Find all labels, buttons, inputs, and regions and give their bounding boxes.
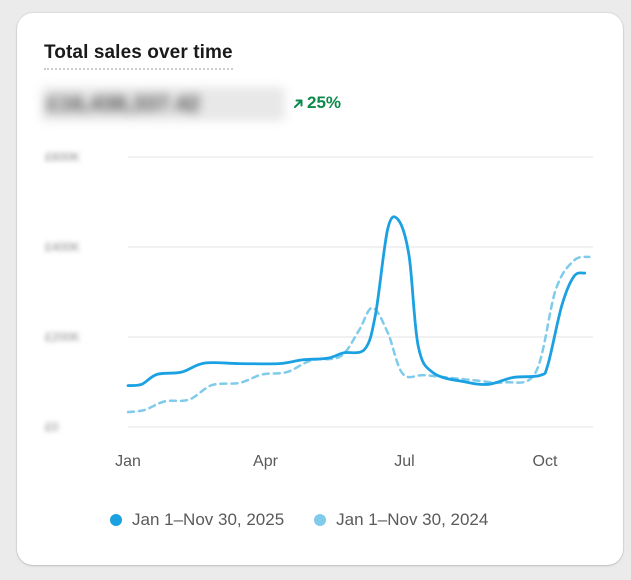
y-tick-label: £0: [45, 420, 59, 434]
total-sales-value: £16,438,337.42: [41, 87, 285, 121]
x-tick-label: Apr: [253, 453, 279, 470]
line-chart: £0 £200K £400K £600K Jan Apr Jul Oct: [45, 150, 593, 470]
chart-legend: Jan 1–Nov 30, 2025 Jan 1–Nov 30, 2024: [110, 510, 518, 530]
arrow-up-right-icon: [293, 98, 304, 109]
change-percent: 25%: [307, 93, 342, 112]
x-tick-label: Jan: [115, 453, 141, 470]
legend-dot-2024: [314, 514, 327, 526]
legend-dot-2025: [110, 514, 122, 526]
card-title[interactable]: Total sales over time: [44, 42, 233, 70]
change-indicator: 25%: [293, 93, 341, 113]
legend-label-2024: Jan 1–Nov 30, 2024: [336, 510, 489, 529]
series-line-2025: [126, 215, 587, 387]
legend-item-2025[interactable]: Jan 1–Nov 30, 2025: [110, 510, 284, 530]
sales-card: Total sales over time £16,438,337.42 25%…: [17, 13, 623, 565]
y-tick-label: £200K: [45, 330, 80, 344]
legend-label-2025: Jan 1–Nov 30, 2025: [132, 510, 285, 529]
series-line-2024: [126, 255, 591, 414]
x-tick-label: Oct: [533, 453, 558, 470]
y-tick-label: £600K: [45, 150, 80, 164]
y-tick-label: £400K: [45, 240, 80, 254]
x-tick-label: Jul: [394, 453, 414, 470]
legend-item-2024[interactable]: Jan 1–Nov 30, 2024: [314, 510, 488, 530]
